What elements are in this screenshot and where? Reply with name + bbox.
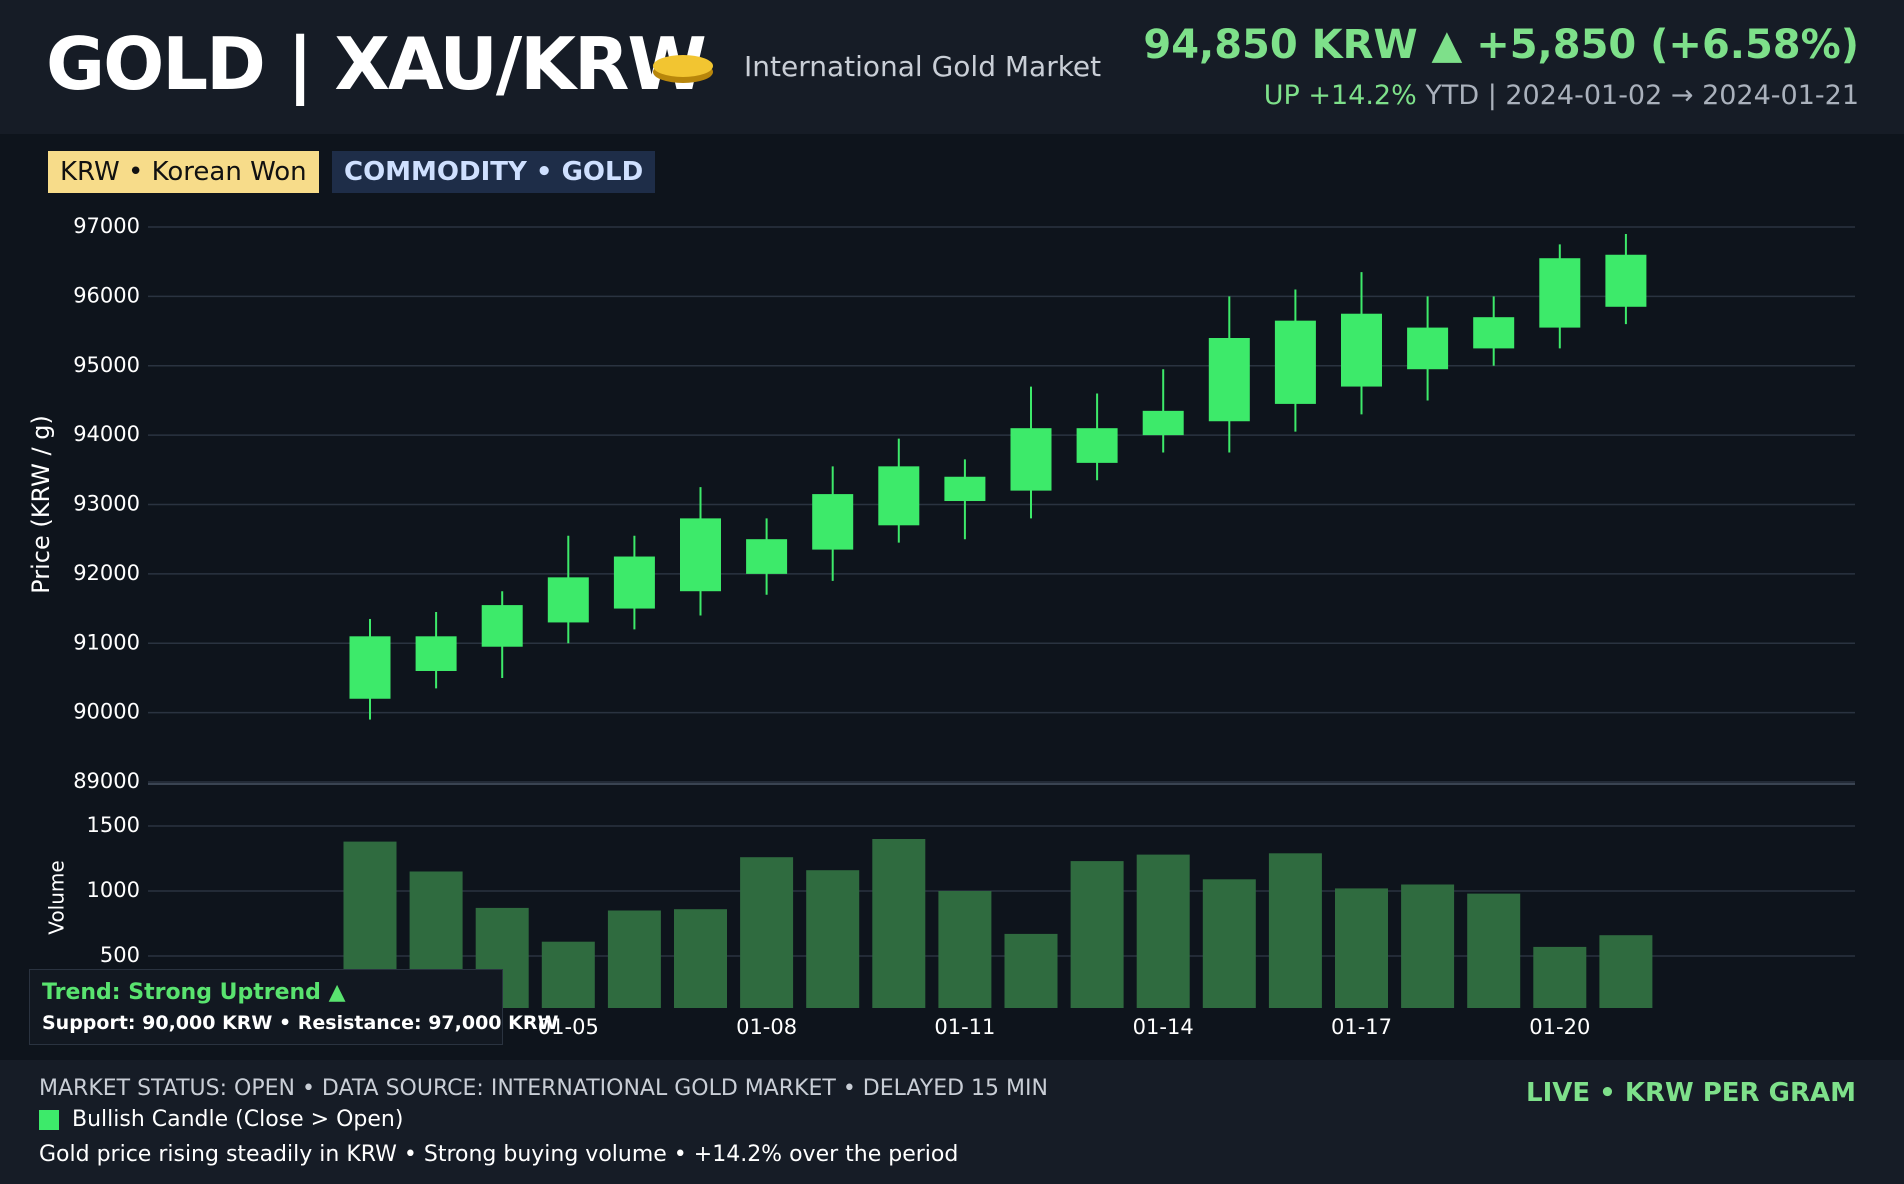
footer: MARKET STATUS: OPEN • DATA SOURCE: INTER… [0, 1060, 1904, 1184]
coin-icon [653, 55, 713, 83]
y-tick-label: 91000 [73, 630, 140, 654]
volume-bar [938, 891, 992, 1008]
candle-body [1341, 313, 1382, 387]
candle-body [349, 636, 391, 699]
candle-body [812, 494, 854, 550]
y-tick-label: 94000 [73, 422, 140, 446]
trend-levels: Support: 90,000 KRW • Resistance: 97,000… [42, 1012, 559, 1034]
candle-body [1274, 320, 1316, 404]
y-tick-label: 93000 [73, 492, 140, 516]
badge: KRW • Korean Won [48, 151, 319, 193]
change: ▲ +5,850 (+6.58%) [1431, 22, 1860, 68]
x-tick-label: 01-14 [1133, 1015, 1194, 1039]
y-tick-label: 92000 [73, 561, 140, 585]
volume-bar [1004, 933, 1058, 1008]
x-tick-label: 01-05 [538, 1015, 599, 1039]
candle-body [1208, 338, 1250, 422]
candle-body [1605, 254, 1647, 307]
y-axis-label: Volume [45, 860, 69, 934]
subtitle: International Gold Market [744, 50, 1102, 83]
candle-body [878, 466, 920, 526]
title: GOLD | XAU/KRW [46, 22, 707, 106]
y-tick-label: 500 [100, 943, 140, 967]
candle-body [944, 476, 986, 502]
volume-bar [607, 910, 661, 1008]
candle-body [680, 518, 721, 592]
candle-body [1539, 258, 1581, 328]
candle-body [1076, 428, 1118, 463]
x-tick-label: 01-08 [736, 1015, 797, 1039]
candle-body [613, 556, 655, 609]
y-axis-label: Price (KRW / g) [27, 415, 55, 594]
volume-bar [1599, 935, 1653, 1008]
live: LIVE • KRW PER GRAM [1526, 1078, 1856, 1108]
price-line: 94,850 KRW ▲ +5,850 (+6.58%) [1143, 22, 1859, 68]
x-tick-label: 01-11 [934, 1015, 995, 1039]
y-tick-label: 97000 [73, 214, 140, 238]
chart: 89000 90000 91000 92000 93000 94000 95000 96000… [27, 214, 1855, 1039]
volume-bar [1136, 854, 1190, 1008]
x-tick-label: 01-20 [1529, 1015, 1590, 1039]
candle-body [1142, 410, 1184, 436]
volume-bar [1202, 879, 1256, 1008]
candle-body [1010, 428, 1052, 491]
ytd-line: UP +14.2% YTD | 2024-01-02 → 2024-01-21 [1264, 80, 1859, 111]
volume-bar [872, 839, 926, 1008]
y-tick-label: 89000 [73, 769, 140, 793]
y-tick-label: 1500 [87, 813, 140, 837]
period: YTD | 2024-01-02 → 2024-01-21 [1425, 80, 1859, 111]
y-tick-label: 96000 [73, 283, 140, 307]
volume-bar [1070, 861, 1124, 1008]
volume-bar [1268, 853, 1322, 1008]
volume-bar [1335, 888, 1388, 1008]
volume-bar [541, 941, 595, 1008]
candle-body [746, 539, 788, 574]
candle-body [415, 636, 457, 671]
volume-bar [674, 909, 727, 1008]
legend-swatch [39, 1110, 59, 1130]
volume-bar [806, 870, 860, 1008]
status: MARKET STATUS: OPEN • DATA SOURCE: INTER… [39, 1076, 1048, 1101]
trend-box: Trend: Strong Uptrend ▲ Support: 90,000 … [29, 969, 558, 1045]
volume-bar [1533, 946, 1587, 1008]
header: GOLD | XAU/KRW International Gold Market… [0, 0, 1904, 134]
candle-body [1407, 327, 1449, 370]
note: Gold price rising steadily in KRW • Stro… [39, 1142, 959, 1167]
candle-body [1473, 317, 1515, 349]
x-tick-label: 01-17 [1331, 1015, 1392, 1039]
ytd: UP +14.2% [1263, 80, 1417, 111]
candle-body [481, 605, 523, 647]
volume-bar [1401, 884, 1455, 1008]
candle-body [547, 577, 589, 623]
badge: COMMODITY • GOLD [332, 151, 656, 193]
y-tick-label: 1000 [87, 878, 140, 902]
volume-bar [1467, 893, 1521, 1008]
price: 94,850 KRW [1143, 22, 1418, 68]
y-tick-label: 95000 [73, 353, 140, 377]
volume-bar [740, 857, 794, 1008]
y-tick-label: 90000 [73, 700, 140, 724]
legend-label: Bullish Candle (Close > Open) [72, 1107, 404, 1132]
trend-title: Trend: Strong Uptrend ▲ [42, 980, 346, 1005]
